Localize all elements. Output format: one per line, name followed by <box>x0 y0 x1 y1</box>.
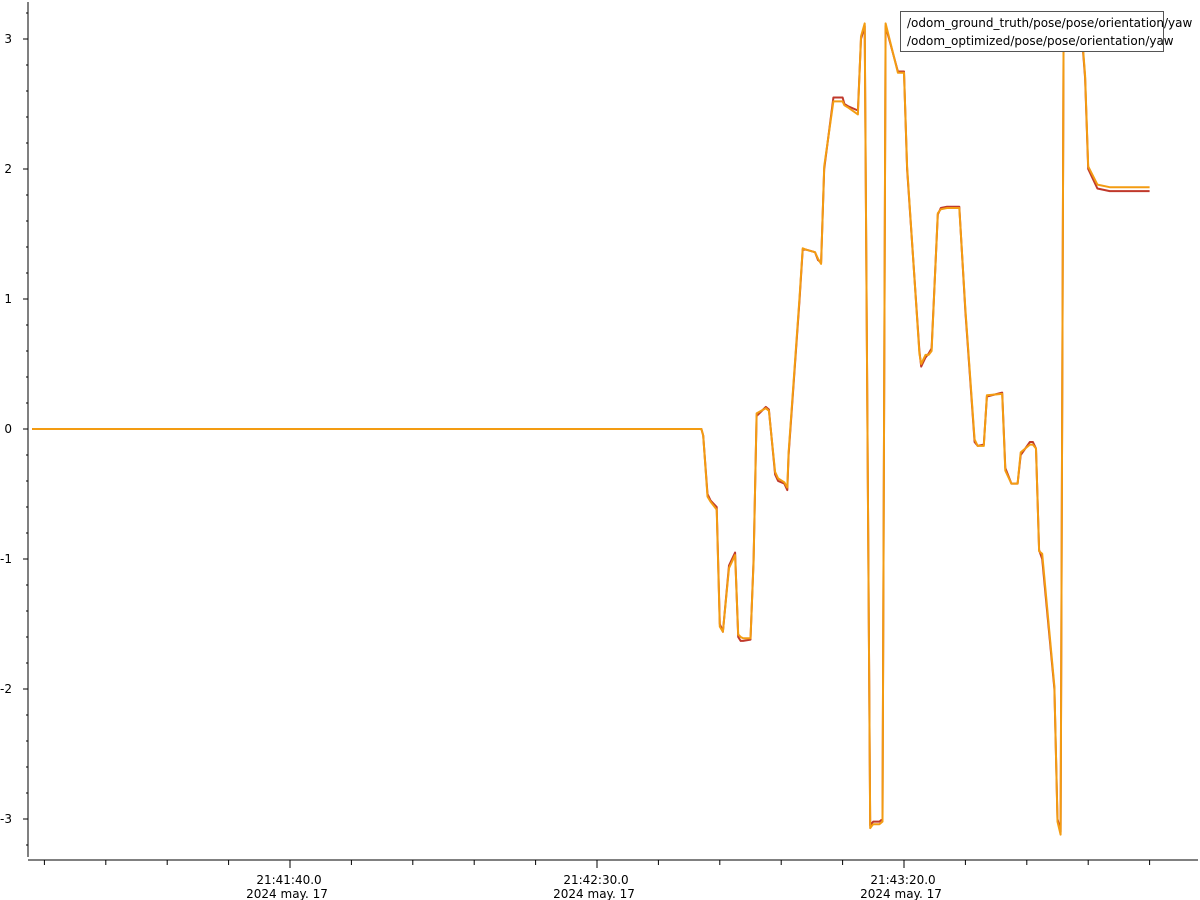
legend-item-optimized[interactable]: /odom_optimized/pose/pose/orientation/ya… <box>905 32 1174 50</box>
x-tick-label-time: 21:42:30.0 <box>563 873 628 887</box>
y-tick-label: 2 <box>4 162 12 176</box>
x-tick-label-time: 21:43:20.0 <box>870 873 935 887</box>
legend-item-ground-truth[interactable]: /odom_ground_truth/pose/pose/orientation… <box>905 14 1192 32</box>
x-tick-label-date: 2024 may. 17 <box>860 887 942 900</box>
legend-label-ground-truth: /odom_ground_truth/pose/pose/orientation… <box>907 16 1193 30</box>
x-tick-label-date: 2024 may. 17 <box>553 887 635 900</box>
x-tick-label-date: 2024 may. 17 <box>246 887 328 900</box>
series-lines <box>32 22 1150 836</box>
legend-label-optimized: /odom_optimized/pose/pose/orientation/ya… <box>907 34 1174 48</box>
y-tick-label: -1 <box>0 552 12 566</box>
y-tick-label: -3 <box>0 812 12 826</box>
y-tick-label: -2 <box>0 682 12 696</box>
x-tick-label-time: 21:41:40.0 <box>256 873 321 887</box>
y-tick-label: 3 <box>4 32 12 46</box>
series-line-optimized <box>32 22 1150 836</box>
y-tick-label: 0 <box>4 422 12 436</box>
y-tick-label: 1 <box>4 292 12 306</box>
legend: /odom_ground_truth/pose/pose/orientation… <box>900 11 1192 52</box>
